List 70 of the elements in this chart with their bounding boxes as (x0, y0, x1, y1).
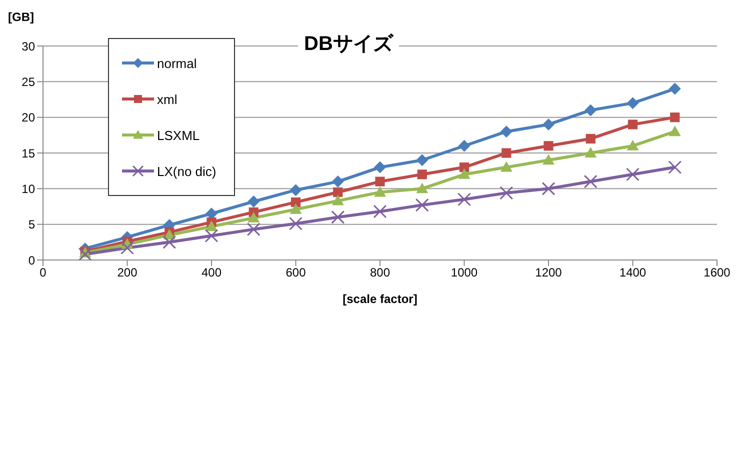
x-tick-label: 0 (40, 266, 47, 280)
y-tick-label: 30 (22, 39, 36, 54)
point (120, 241, 134, 255)
point (668, 126, 681, 136)
y-axis-title: [GB] (8, 10, 34, 24)
point (417, 170, 427, 180)
point (375, 176, 385, 186)
point (290, 184, 302, 196)
legend-label: LX(no dic) (157, 164, 216, 178)
point (542, 154, 554, 165)
point (500, 126, 512, 138)
point (542, 118, 554, 130)
legend-label: xml (157, 92, 178, 106)
point (668, 160, 682, 174)
point (542, 182, 556, 196)
point (78, 248, 92, 260)
point (502, 148, 512, 158)
point (500, 186, 514, 200)
point (162, 235, 176, 249)
y-tick-label: 10 (22, 182, 36, 196)
point (586, 134, 596, 144)
legend-label: LSXML (157, 128, 200, 142)
x-tick-label: 400 (201, 266, 222, 280)
point (416, 154, 428, 166)
point (416, 182, 428, 194)
point (374, 161, 386, 174)
point (500, 161, 512, 172)
x-tick-label: 1200 (535, 266, 562, 280)
point (415, 198, 429, 212)
point (206, 220, 218, 231)
point (289, 216, 302, 230)
x-tick-label: 1400 (619, 266, 646, 280)
y-tick-label: 5 (28, 218, 36, 232)
y-tick-label: 25 (22, 74, 36, 89)
x-tick-label: 1600 (704, 266, 731, 280)
point (458, 192, 471, 206)
point (626, 140, 639, 150)
point (373, 204, 387, 218)
point (248, 212, 260, 222)
x-axis-title: [scale factor] (342, 292, 418, 306)
x-tick-label: 200 (117, 266, 138, 280)
point (626, 168, 640, 182)
y-tick-label: 20 (22, 110, 36, 125)
point (458, 168, 470, 179)
point (626, 97, 639, 110)
point (628, 120, 638, 130)
x-tick-label: 600 (286, 266, 306, 280)
point (290, 203, 302, 214)
x-tick-label: 800 (370, 266, 390, 280)
point (584, 104, 597, 116)
point (248, 196, 260, 208)
chart-title: DBサイズ (298, 30, 399, 57)
y-tick-label: 0 (28, 253, 36, 268)
x-tick-label: 1000 (450, 266, 478, 280)
y-tick-label: 15 (22, 146, 36, 160)
point (668, 82, 681, 95)
point (544, 141, 554, 151)
point (584, 147, 597, 158)
point (670, 112, 680, 122)
point (584, 174, 598, 188)
point (459, 162, 470, 172)
point (331, 210, 345, 224)
point (374, 186, 386, 197)
point (458, 140, 470, 152)
legend-label: normal (157, 56, 197, 70)
point (246, 222, 260, 236)
point (332, 194, 344, 206)
point (332, 176, 344, 188)
point (204, 228, 218, 242)
point (333, 187, 343, 198)
